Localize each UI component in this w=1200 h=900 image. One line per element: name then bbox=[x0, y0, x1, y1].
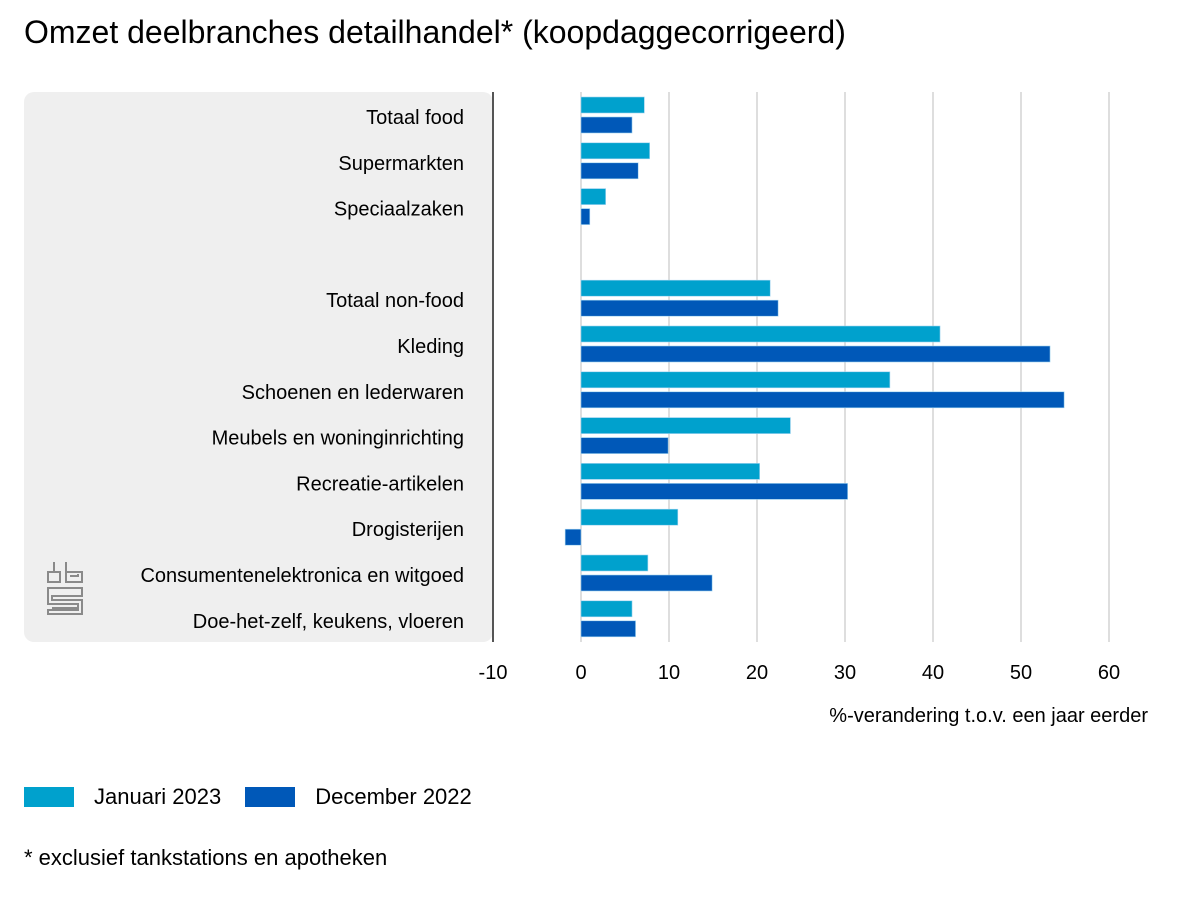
bar-december-2022 bbox=[580, 437, 669, 454]
bar-januari-2023 bbox=[580, 463, 760, 480]
bar-januari-2023 bbox=[580, 325, 941, 343]
bar-januari-2023 bbox=[580, 417, 791, 434]
x-tick-label: 20 bbox=[746, 662, 768, 684]
x-tick-labels: -10 0 10 20 30 40 50 60 bbox=[479, 662, 1121, 684]
legend: Januari 2023 December 2022 bbox=[24, 784, 496, 810]
category-label: Schoenen en lederwaren bbox=[242, 382, 464, 404]
bar-december-2022 bbox=[580, 574, 713, 592]
bar-december-2022 bbox=[580, 299, 779, 317]
category-label: Consumentenelektronica en witgoed bbox=[140, 565, 464, 587]
bar-chart: Totaal food Supermarkten Speciaalzaken Tota… bbox=[24, 92, 1148, 727]
bar-januari-2023 bbox=[580, 600, 633, 618]
legend-swatch-december-2022 bbox=[245, 787, 296, 807]
bar-december-2022 bbox=[564, 528, 582, 546]
bar-januari-2023 bbox=[580, 142, 650, 160]
category-label: Meubels en woninginrichting bbox=[212, 428, 464, 450]
x-tick-label: -10 bbox=[479, 662, 508, 684]
bar-januari-2023 bbox=[580, 279, 771, 297]
bar-december-2022 bbox=[580, 116, 633, 134]
legend-item-januari-2023: Januari 2023 bbox=[24, 784, 221, 810]
category-labels: Totaal food Supermarkten Speciaalzaken Tota… bbox=[140, 107, 464, 633]
x-tick-label: 40 bbox=[922, 662, 944, 684]
x-tick-label: 60 bbox=[1098, 662, 1120, 684]
bar-december-2022 bbox=[580, 483, 848, 500]
category-label: Speciaalzaken bbox=[334, 199, 464, 221]
cbs-logo-icon bbox=[47, 562, 83, 615]
chart-title: Omzet deelbranches detailhandel* (koopda… bbox=[24, 14, 846, 50]
x-tick-label: 50 bbox=[1010, 662, 1032, 684]
x-axis-title: %-verandering t.o.v. een jaar eerder bbox=[829, 705, 1148, 727]
legend-swatch-januari-2023 bbox=[24, 787, 74, 807]
category-label: Totaal non-food bbox=[326, 290, 464, 312]
category-label: Doe-het-zelf, keukens, vloeren bbox=[193, 611, 464, 633]
grid-lines bbox=[580, 92, 1110, 642]
bar-januari-2023 bbox=[580, 371, 891, 389]
bar-januari-2023 bbox=[580, 554, 649, 572]
bar-december-2022 bbox=[580, 391, 1065, 409]
footnote: * exclusief tankstations en apotheken bbox=[24, 845, 388, 870]
x-tick-label: 10 bbox=[658, 662, 680, 684]
category-label: Supermarkten bbox=[338, 153, 464, 175]
bar-december-2022 bbox=[580, 345, 1051, 363]
x-tick-label: 30 bbox=[834, 662, 856, 684]
legend-label: Januari 2023 bbox=[94, 784, 222, 809]
bar-januari-2023 bbox=[580, 508, 679, 526]
x-tick-label: 0 bbox=[575, 662, 586, 684]
bar-december-2022 bbox=[580, 208, 591, 225]
bar-december-2022 bbox=[580, 162, 639, 180]
category-label: Recreatie-artikelen bbox=[296, 473, 464, 495]
category-label: Kleding bbox=[397, 336, 464, 358]
category-label: Totaal food bbox=[366, 107, 464, 129]
bar-december-2022 bbox=[580, 620, 636, 638]
bar-januari-2023 bbox=[580, 96, 645, 114]
legend-item-december-2022: December 2022 bbox=[245, 784, 472, 810]
category-panel bbox=[24, 92, 493, 642]
category-label: Drogisterijen bbox=[352, 519, 464, 541]
bar-januari-2023 bbox=[580, 188, 606, 205]
bars bbox=[564, 96, 1065, 638]
legend-label: December 2022 bbox=[315, 784, 472, 809]
